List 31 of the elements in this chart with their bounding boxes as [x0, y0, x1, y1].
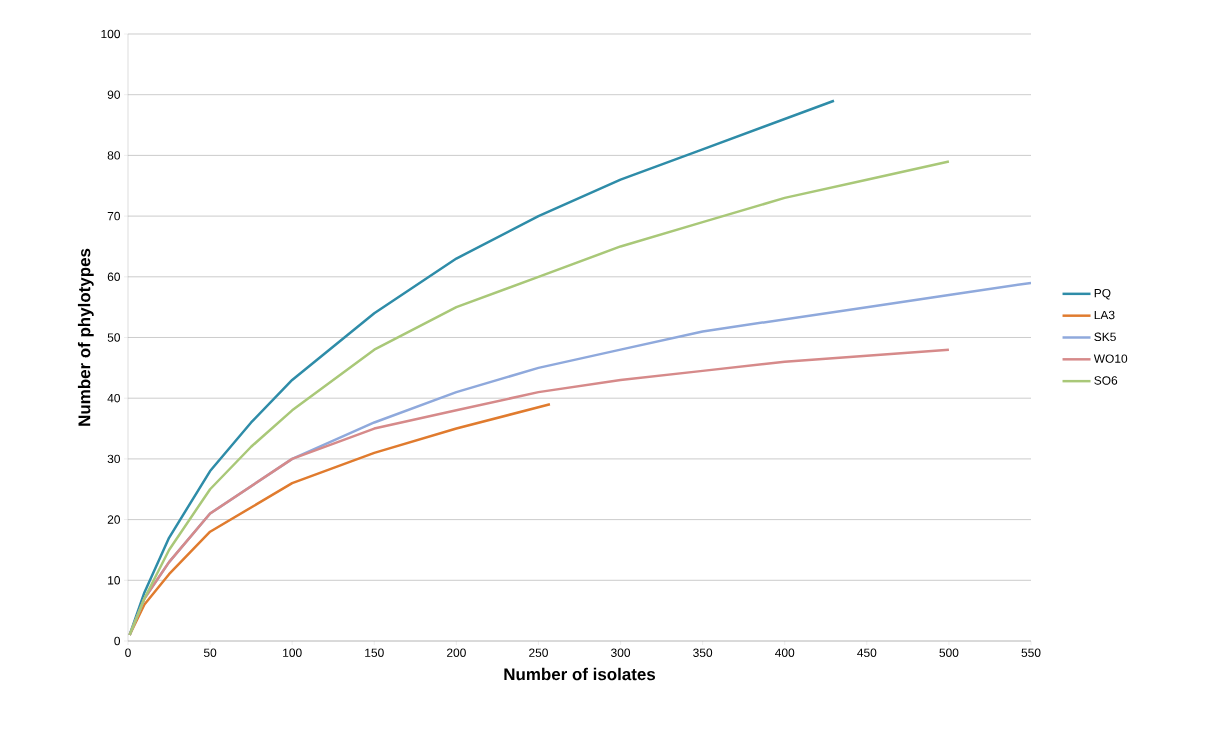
- x-axis-title: Number of isolates: [504, 667, 656, 681]
- x-tick-label: 0: [125, 648, 131, 657]
- y-tick-label: 100: [101, 29, 121, 39]
- legend-label: LA3: [1094, 310, 1115, 320]
- legend-label: WO10: [1093, 354, 1128, 363]
- legend-label: SK5: [1094, 332, 1116, 342]
- x-tick-label: 400: [775, 648, 795, 657]
- x-tick-label: 350: [693, 648, 713, 657]
- line-series: [128, 160, 951, 637]
- y-tick-label: 60: [107, 272, 121, 282]
- legend-label: PQ: [1094, 288, 1111, 300]
- x-tick-label: 250: [529, 648, 548, 657]
- y-tick-label: 0: [114, 636, 121, 646]
- legend-label: SO6: [1094, 376, 1118, 385]
- x-tick-label: 200: [446, 648, 466, 657]
- y-tick-label: 70: [107, 211, 121, 221]
- x-tick-label: 50: [203, 648, 217, 657]
- x-tick-label: 300: [611, 648, 631, 657]
- x-tick-label: 500: [939, 648, 959, 657]
- y-tick-label: 50: [107, 333, 121, 342]
- y-axis-title: Number of phylotypes: [77, 248, 94, 426]
- x-tick-label: 100: [283, 648, 302, 657]
- x-tick-label: 450: [857, 648, 877, 657]
- x-tick-label: 550: [1021, 648, 1041, 657]
- x-tick-label: 150: [365, 648, 384, 657]
- y-tick-label: 80: [107, 151, 121, 160]
- y-tick-label: 30: [107, 454, 121, 464]
- y-tick-label: 90: [107, 90, 121, 99]
- y-tick-label: 20: [107, 515, 121, 524]
- y-tick-label: 10: [108, 576, 121, 585]
- y-tick-label: 40: [107, 393, 121, 403]
